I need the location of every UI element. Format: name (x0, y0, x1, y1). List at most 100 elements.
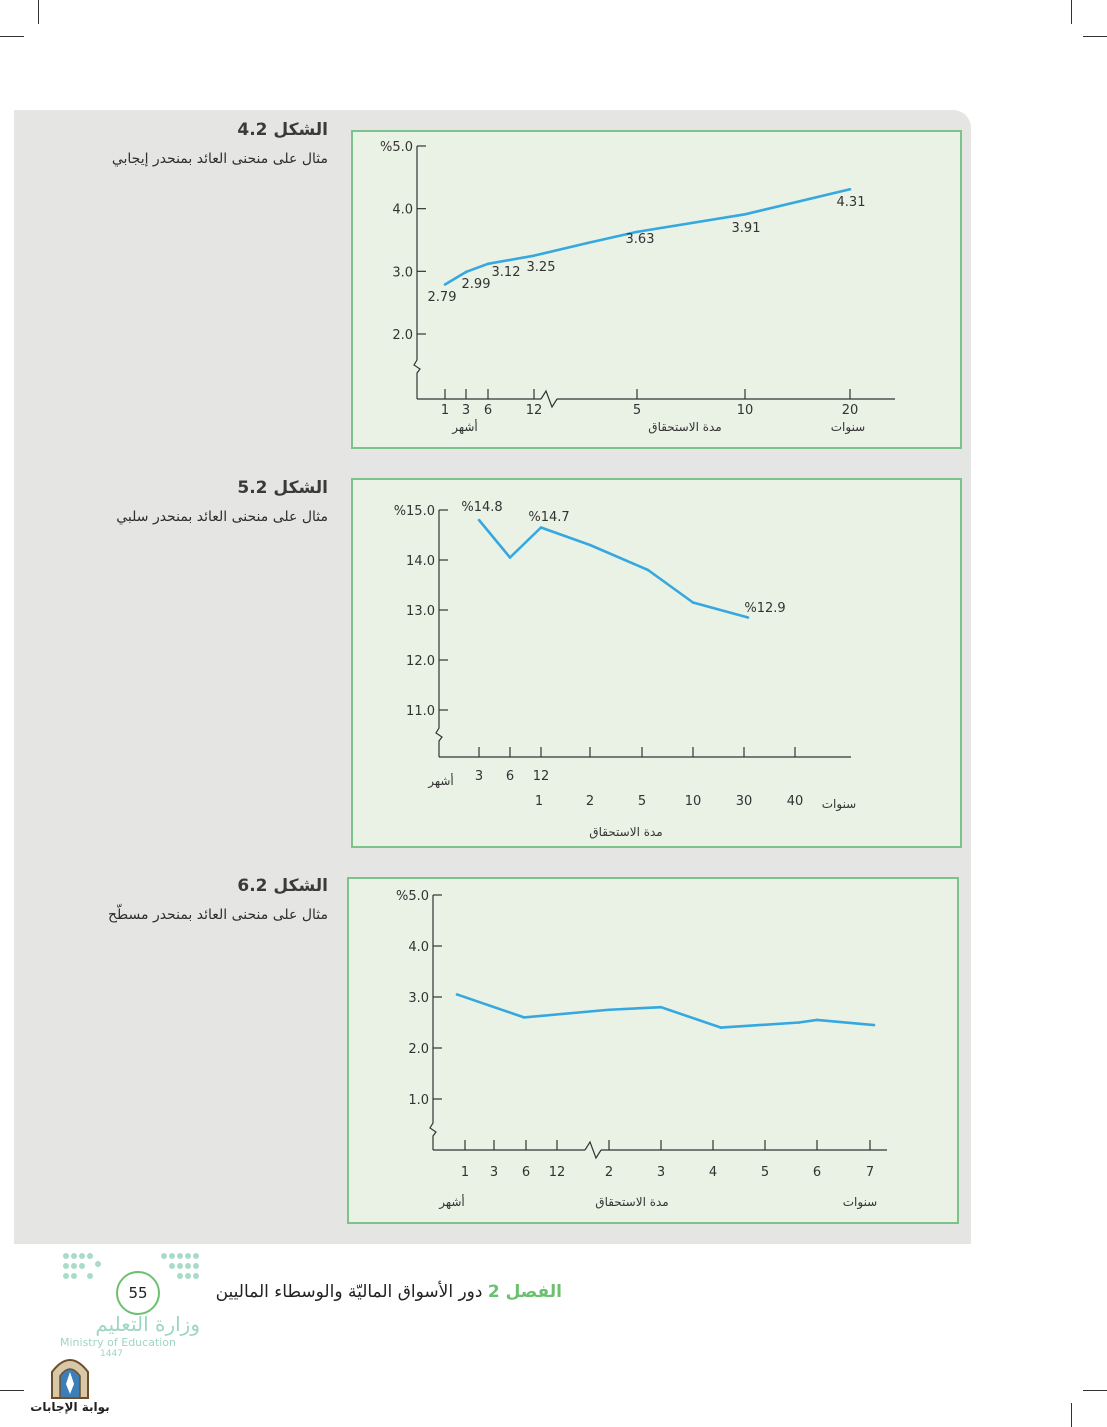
x-tick-label-years: 2 (586, 794, 594, 809)
data-point (797, 1021, 801, 1024)
data-point (607, 1008, 611, 1012)
data-point (872, 1023, 876, 1027)
data-point (848, 187, 852, 191)
x-tick-label: 1 (461, 1165, 469, 1180)
x-tick-label: 5 (633, 403, 641, 418)
data-point (585, 241, 589, 245)
data-point (743, 213, 747, 216)
data-point (539, 526, 543, 529)
x-tick-label-years: 40 (787, 794, 804, 809)
y-tick-label: 2.0 (392, 328, 413, 343)
figure-caption-4-2: الشكل 4.2 مثال على منحنى العائد بمنحدر إ… (88, 120, 328, 174)
yield-curve-line (456, 993, 875, 1029)
y-tick-label: 4.0 (392, 203, 413, 218)
ministry-english: Ministry of Education (60, 1336, 177, 1349)
chapter-heading: الفصل 2 دور الأسواق الماليّة والوسطاء ال… (216, 1282, 562, 1302)
page-number: 55 (116, 1271, 160, 1315)
data-point (659, 1005, 663, 1009)
x-axis-break (584, 1140, 602, 1160)
data-point (691, 601, 695, 604)
y-tick-label: 3.0 (408, 991, 429, 1006)
x-tick-label: 12 (549, 1165, 566, 1180)
maturity-label: مدة الاستحقاق (589, 825, 662, 839)
chart-1-svg: %5.0 4.0 3.0 2.0 1 3 6 12 5 10 20 2.79 2.993.12 3.25… (380, 140, 895, 435)
y-tick-label: 13.0 (406, 604, 435, 619)
crop-mark (1071, 0, 1072, 24)
data-point (522, 1016, 526, 1019)
ministry-year: 1447 (100, 1349, 123, 1359)
x-tick-label-years: 1 (535, 794, 543, 809)
y-tick-label: 12.0 (406, 654, 435, 669)
x-tick-label: 6 (813, 1165, 821, 1180)
y-axis (413, 146, 421, 399)
ministry-logo-text: وزارة التعليم Ministry of Education 1447 (60, 1312, 200, 1359)
years-label: سنوات (831, 420, 866, 435)
x-tick-label: 3 (475, 769, 483, 784)
data-point (443, 283, 447, 286)
months-label: أشهر (451, 419, 478, 435)
data-point (719, 1026, 723, 1029)
ministry-dots-icon (63, 1253, 199, 1279)
years-label: سنوات (843, 1195, 878, 1210)
x-tick-label: 6 (484, 403, 492, 418)
y-tick-label: 4.0 (408, 940, 429, 955)
x-tick-label: 12 (533, 769, 550, 784)
ministry-arabic: وزارة التعليم (95, 1312, 200, 1336)
data-point (477, 518, 481, 522)
y-axis (429, 895, 437, 1150)
figure-caption-5-2: الشكل 5.2 مثال على منحنى العائد بمنحدر س… (88, 478, 328, 532)
x-tick-label: 1 (441, 403, 449, 418)
crop-mark (1083, 1390, 1107, 1391)
chapter-title: دور الأسواق الماليّة والوسطاء الماليين (215, 1282, 483, 1302)
crop-mark (0, 1390, 24, 1391)
data-label: 3.25 (527, 260, 556, 275)
chart-3-svg: %5.0 4.0 3.0 2.0 1.0 1 3 6 12 2 3 4 5 6 7 أشهر مدة الا… (396, 889, 887, 1210)
years-label: سنوات (822, 797, 857, 812)
y-tick-label: 1.0 (408, 1093, 429, 1108)
figure-description: مثال على منحنى العائد بمنحدر سلبي (116, 509, 328, 525)
data-label: 2.79 (428, 290, 457, 305)
figure-title: الشكل 4.2 (237, 120, 328, 140)
data-point (646, 568, 650, 572)
x-tick-label-years: 30 (736, 794, 753, 809)
data-point (588, 543, 592, 547)
x-tick-label: 2 (605, 1165, 613, 1180)
data-point (635, 230, 639, 234)
crop-mark (38, 0, 39, 24)
y-tick-label: %15.0 (394, 504, 435, 519)
data-label: %14.7 (528, 510, 569, 525)
data-label: %14.8 (461, 500, 502, 515)
data-label: 2.99 (462, 277, 491, 292)
data-point (508, 556, 512, 559)
data-label: 3.63 (626, 232, 655, 247)
data-point (746, 616, 750, 619)
x-tick-label: 6 (506, 769, 514, 784)
x-tick-label: 5 (761, 1165, 769, 1180)
y-axis (435, 510, 443, 757)
data-point (815, 1018, 819, 1022)
figure-description: مثال على منحنى العائد بمنحدر مسطّح (107, 907, 328, 923)
data-point (464, 270, 468, 274)
x-tick-label: 12 (526, 403, 543, 418)
crop-mark (0, 36, 24, 37)
figure-caption-6-2: الشكل 6.2 مثال على منحنى العائد بمنحدر م… (88, 876, 328, 930)
x-axis-break (540, 389, 558, 409)
data-point (486, 262, 490, 266)
crop-mark (1083, 36, 1107, 37)
chart-positive-yield-curve: %5.0 4.0 3.0 2.0 1 3 6 12 5 10 20 2.79 2.99 3.12 3.25… (351, 130, 962, 449)
x-tick-label: 10 (737, 403, 754, 418)
data-label: 3.12 (492, 265, 521, 280)
x-tick-label: 4 (709, 1165, 717, 1180)
watermark-text: بوابة الإجابات (30, 1400, 110, 1414)
x-tick-label: 7 (866, 1165, 874, 1180)
x-tick-label-years: 10 (685, 794, 702, 809)
y-tick-label: %5.0 (380, 140, 413, 155)
yield-curve-line (444, 187, 851, 286)
y-tick-label: 14.0 (406, 554, 435, 569)
data-label: 4.31 (837, 195, 866, 210)
data-point (455, 993, 459, 996)
figure-description: مثال على منحنى العائد بمنحدر إيجابي (111, 151, 328, 167)
y-tick-label: 3.0 (392, 265, 413, 280)
chart-2-svg: %15.014.013.012.011.03 6 121 2 5 10 30 40 %14.8… (394, 500, 857, 839)
y-tick-label: 2.0 (408, 1042, 429, 1057)
